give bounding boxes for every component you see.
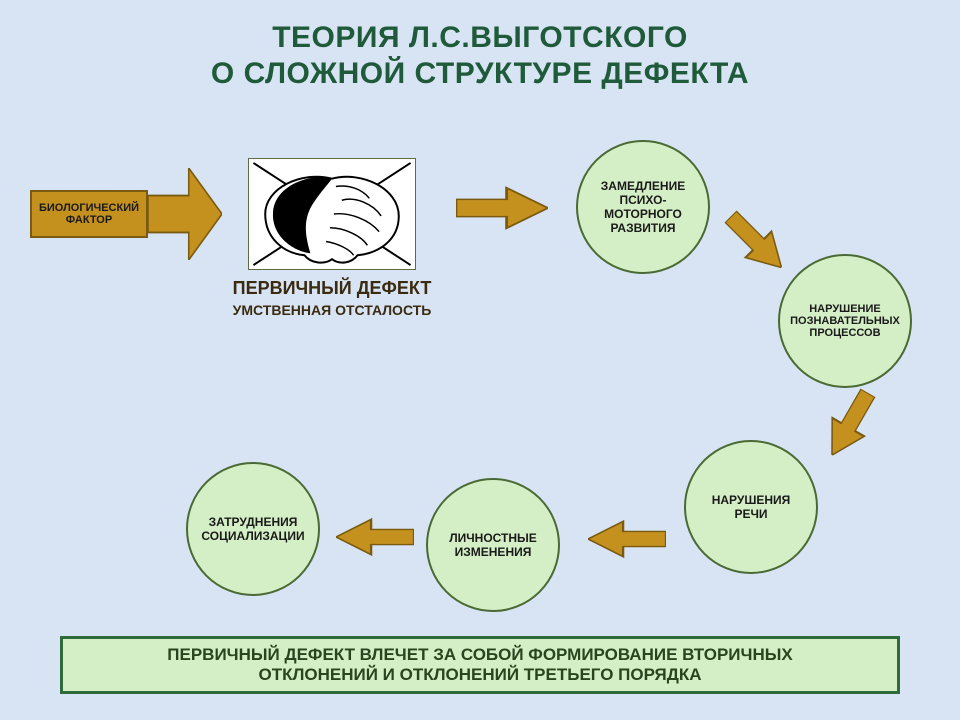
title-line1: ТЕОРИЯ Л.С.ВЫГОТСКОГО [0, 20, 960, 56]
flow-arrow [588, 518, 666, 560]
flow-arrow [456, 184, 548, 232]
diagram-canvas: ТЕОРИЯ Л.С.ВЫГОТСКОГО О СЛОЖНОЙ СТРУКТУР… [0, 0, 960, 720]
node-c3: НАРУШЕНИЯ РЕЧИ [684, 440, 818, 574]
node-c2: НАРУШЕНИЕ ПОЗНАВАТЕЛЬНЫХ ПРОЦЕССОВ [778, 254, 912, 388]
node-c1: ЗАМЕДЛЕНИЕ ПСИХО- МОТОРНОГО РАЗВИТИЯ [576, 140, 710, 274]
node-c5: ЗАТРУДНЕНИЯ СОЦИАЛИЗАЦИИ [186, 462, 320, 596]
node-label: НАРУШЕНИЯ РЕЧИ [706, 487, 797, 527]
conclusion-text: ПЕРВИЧНЫЙ ДЕФЕКТ ВЛЕЧЕТ ЗА СОБОЙ ФОРМИРО… [167, 645, 792, 685]
brain-image [248, 158, 416, 270]
page-title: ТЕОРИЯ Л.С.ВЫГОТСКОГО О СЛОЖНОЙ СТРУКТУР… [0, 20, 960, 92]
conclusion-banner: ПЕРВИЧНЫЙ ДЕФЕКТ ВЛЕЧЕТ ЗА СОБОЙ ФОРМИРО… [60, 636, 900, 694]
node-c4: ЛИЧНОСТНЫЕ ИЗМЕНЕНИЯ [426, 478, 560, 612]
node-label: ЗАТРУДНЕНИЯ СОЦИАЛИЗАЦИИ [195, 509, 310, 549]
node-label: НАРУШЕНИЕ ПОЗНАВАТЕЛЬНЫХ ПРОЦЕССОВ [784, 297, 906, 345]
flow-arrow [336, 516, 414, 558]
bio-arrow [148, 168, 222, 260]
title-line2: О СЛОЖНОЙ СТРУКТУРЕ ДЕФЕКТА [0, 56, 960, 92]
node-label: ЛИЧНОСТНЫЕ ИЗМЕНЕНИЯ [443, 525, 543, 565]
node-label: ЗАМЕДЛЕНИЕ ПСИХО- МОТОРНОГО РАЗВИТИЯ [595, 173, 691, 241]
bio-factor-label: БИОЛОГИЧЕСКИЙ ФАКТОР [39, 202, 139, 226]
primary-defect-title: ПЕРВИЧНЫЙ ДЕФЕКТ [218, 278, 446, 299]
primary-defect-subtitle: УМСТВЕННАЯ ОТСТАЛОСТЬ [208, 302, 456, 318]
bio-factor-box: БИОЛОГИЧЕСКИЙ ФАКТОР [30, 190, 148, 238]
